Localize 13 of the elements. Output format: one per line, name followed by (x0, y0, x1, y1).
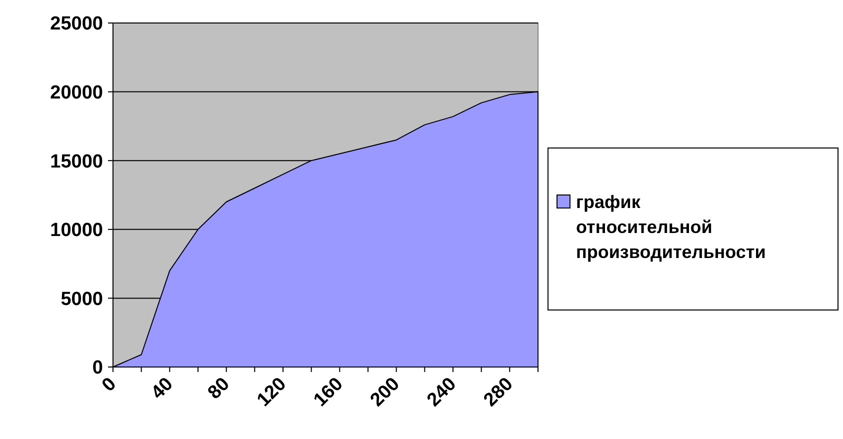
x-tick-label: 120 (253, 374, 291, 411)
x-tick-label: 200 (366, 374, 404, 411)
x-tick-label: 240 (423, 374, 461, 411)
legend-label: график относительной производительности (576, 192, 766, 262)
y-tick-label: 10000 (50, 220, 103, 242)
x-tick-label: 280 (480, 374, 518, 411)
y-tick-label: 15000 (50, 151, 103, 172)
y-tick-label: 20000 (50, 82, 103, 104)
x-tick-label: 160 (310, 374, 348, 411)
y-tick-label: 5000 (60, 288, 103, 310)
y-tick-label: 25000 (50, 14, 103, 35)
x-tick-label: 40 (147, 374, 178, 404)
x-tick-label: 80 (204, 374, 234, 404)
